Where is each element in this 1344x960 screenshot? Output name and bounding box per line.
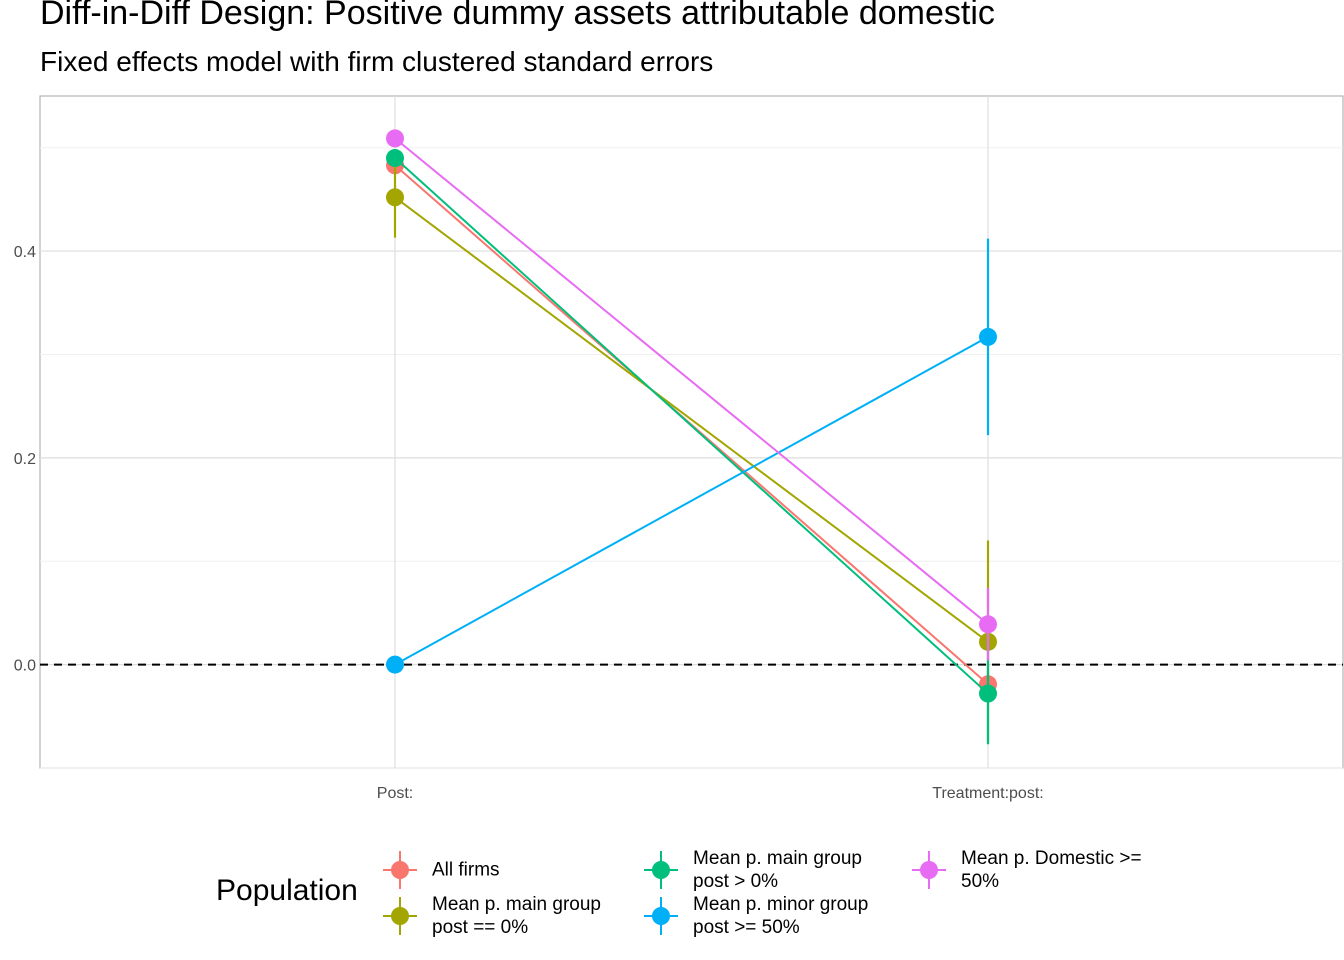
legend: Population All firms Mean p. main group … bbox=[210, 842, 1210, 952]
legend-key-main-group-post-gt-0 bbox=[644, 851, 678, 889]
chart-title: Diff-in-Diff Design: Positive dummy asse… bbox=[40, 0, 995, 32]
series-line bbox=[394, 196, 989, 643]
chart-subtitle: Fixed effects model with firm clustered … bbox=[40, 46, 714, 77]
series-3 bbox=[386, 238, 997, 674]
y-tick-label: 0.4 bbox=[14, 244, 36, 261]
legend-key-minor-group-post-50 bbox=[644, 897, 678, 935]
legend-label: Mean p. minor group post >= 50% bbox=[693, 894, 869, 938]
legend-key-point bbox=[652, 861, 670, 879]
legend-title: Population bbox=[216, 874, 358, 907]
y-tick-label: 0.2 bbox=[14, 451, 36, 468]
legend-key-all-firms bbox=[383, 851, 417, 889]
data-point bbox=[386, 188, 404, 207]
data-point bbox=[386, 129, 404, 148]
data-point bbox=[386, 149, 404, 168]
legend-key-point bbox=[652, 907, 670, 925]
chart-plot: 0.0 0.2 0.4 Post: Treatment:post: bbox=[14, 95, 1344, 802]
legend-key-point bbox=[920, 861, 938, 879]
data-point bbox=[386, 655, 404, 674]
legend-key-point bbox=[391, 907, 409, 925]
data-point bbox=[979, 684, 997, 703]
legend-label: Mean p. main group post == 0% bbox=[432, 894, 601, 938]
legend-key-domestic-50 bbox=[912, 851, 946, 889]
legend-label: Mean p. main group post > 0% bbox=[693, 848, 862, 892]
series-line bbox=[394, 157, 989, 695]
legend-key-main-group-post-0 bbox=[383, 897, 417, 935]
legend-label: Mean p. Domestic >= 50% bbox=[961, 848, 1142, 892]
series-4 bbox=[386, 129, 997, 661]
data-point bbox=[979, 615, 997, 634]
data-point bbox=[979, 327, 997, 346]
x-tick-label: Post: bbox=[377, 785, 413, 802]
y-tick-label: 0.0 bbox=[14, 658, 36, 675]
x-tick-label: Treatment:post: bbox=[932, 785, 1043, 802]
legend-key-point bbox=[391, 861, 409, 879]
plot-panel bbox=[39, 95, 1344, 769]
legend-label: All firms bbox=[432, 859, 500, 881]
series-line bbox=[394, 137, 989, 626]
series-line bbox=[394, 336, 989, 666]
